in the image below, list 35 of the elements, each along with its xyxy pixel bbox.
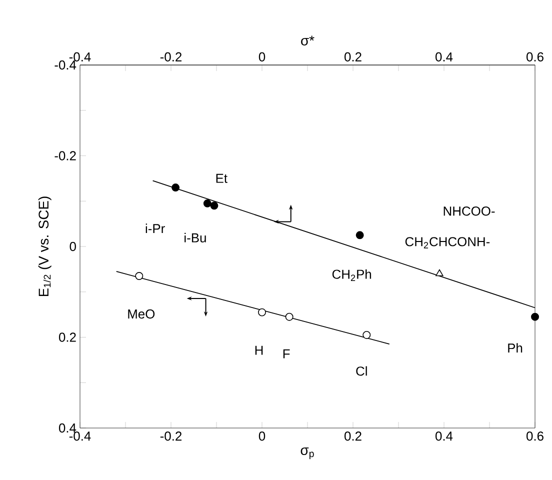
point [362, 331, 371, 339]
annotation: Ph [508, 343, 522, 353]
y-tick-label: 0.2 [58, 332, 76, 342]
annotation: Et [216, 174, 228, 183]
annotation: i-Pr [146, 224, 165, 234]
x-axis-title: σ$_{p}$ [300, 448, 314, 460]
y-tick-label: -0.4 [54, 60, 76, 70]
x2-tick-label: 0 [258, 52, 266, 62]
x-tick-label: 0 [258, 432, 266, 441]
point [135, 272, 144, 280]
y-tick-label: 0.4 [58, 423, 76, 433]
x2-tick-label: 0.4 [436, 52, 453, 62]
annotation: CH$_{2}$Ph [332, 269, 372, 281]
x-tick-label: 0.6 [526, 432, 544, 441]
annotation: NHCOO- [444, 206, 495, 216]
annotation: H [255, 346, 263, 355]
point [285, 312, 294, 321]
x2-tick-label: 0.6 [526, 52, 544, 62]
y-tick-label: 0 [70, 242, 76, 252]
annotation: Cl [356, 366, 367, 376]
y-tick-label: -0.2 [54, 151, 76, 160]
x2-tick-label: -0.2 [160, 52, 182, 62]
point [258, 308, 266, 316]
annotation: i-Bu [184, 232, 206, 242]
x2-axis-title: σ* [301, 36, 314, 46]
annotation: MeO [128, 309, 155, 319]
x2-tick-label: 0.2 [344, 52, 362, 62]
annotation: CH$_{2}$CHCONH- [405, 237, 490, 248]
y-axis-title: E$_{1/2}$ (V vs. SCE) [38, 196, 52, 296]
x-tick-label: 0.2 [344, 432, 362, 441]
x-tick-label: -0.4 [69, 432, 91, 441]
annotation: F [283, 349, 290, 358]
x-tick-label: -0.2 [160, 432, 182, 441]
x-tick-label: 0.4 [436, 432, 453, 441]
x2-tick-label: -0.4 [69, 52, 91, 62]
